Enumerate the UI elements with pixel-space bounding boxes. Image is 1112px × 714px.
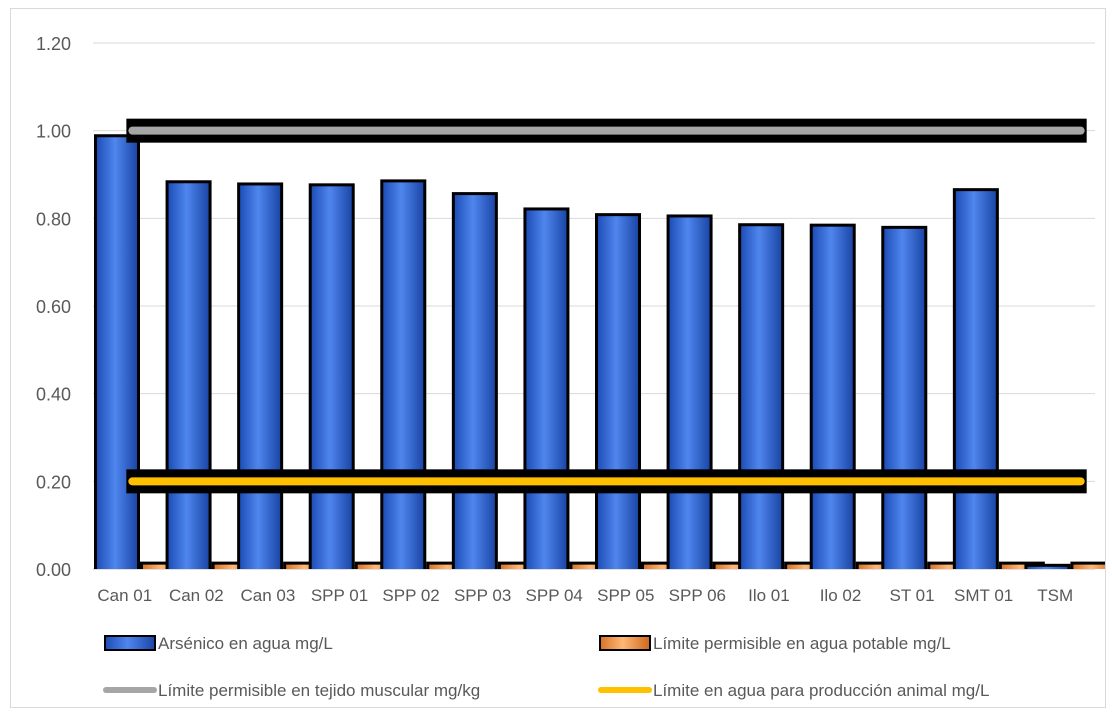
legend-label: Límite permisible en tejido muscular mg/… <box>158 681 480 700</box>
bar-outline <box>1024 563 1071 569</box>
bar-arsenico <box>383 182 424 569</box>
bar-arsenico <box>240 185 281 570</box>
bar-arsenico <box>669 217 710 569</box>
bar-arsenico <box>1027 566 1068 569</box>
bar-limite-potable <box>357 564 398 569</box>
y-tick-label: 1.20 <box>36 34 71 54</box>
x-tick-label: Can 03 <box>241 586 296 605</box>
bar-limite-potable <box>429 564 470 569</box>
bar-layer <box>94 134 1112 570</box>
x-tick-label: SPP 02 <box>382 586 439 605</box>
x-tick-label: SPP 03 <box>454 586 511 605</box>
y-tick-label: 0.60 <box>36 297 71 317</box>
bar-arsenico <box>526 210 567 569</box>
bar-limite-potable <box>1001 564 1042 569</box>
y-tick-label: 1.00 <box>36 122 71 142</box>
legend: Arsénico en agua mg/L Límite permisible e… <box>103 634 989 700</box>
x-tick-label: SPP 01 <box>311 586 368 605</box>
legend-item: Límite permisible en tejido muscular mg/… <box>103 681 480 700</box>
bar-arsenico <box>168 183 209 569</box>
bar-limite-potable <box>1073 564 1112 569</box>
x-tick-label: Can 02 <box>169 586 224 605</box>
y-tick-label: 0.40 <box>36 385 71 405</box>
x-tick-label: SPP 05 <box>597 586 654 605</box>
x-axis-ticks: Can 01 Can 02 Can 03 SPP 01 SPP 02 SPP 03 SPP … <box>97 586 1073 605</box>
line-layer <box>126 118 1087 494</box>
y-tick-label: 0.00 <box>36 560 71 580</box>
x-tick-label: ST 01 <box>890 586 935 605</box>
bar-limite-potable <box>214 564 255 569</box>
bar-limite-potable <box>930 564 971 569</box>
x-tick-label: Ilo 01 <box>748 586 790 605</box>
y-axis-ticks: 0.00 0.20 0.40 0.60 0.80 1.00 1.20 <box>36 34 71 580</box>
bar-limite-potable <box>787 564 828 569</box>
legend-swatch <box>601 637 649 649</box>
legend-label: Límite en agua para producción animal mg… <box>653 681 989 700</box>
bar-arsenico <box>884 228 925 569</box>
bar-arsenico <box>454 195 495 569</box>
legend-swatch <box>106 637 154 649</box>
bar-arsenico <box>955 191 996 569</box>
bar-limite-potable <box>286 564 327 569</box>
x-tick-label: TSM <box>1037 586 1073 605</box>
x-tick-label: SPP 06 <box>669 586 726 605</box>
chart-svg: 0.000.200.400.600.801.001.20 Can 01 Can 0… <box>36 34 1112 700</box>
bar-limite-potable <box>572 564 613 569</box>
bar-limite-potable <box>644 564 684 569</box>
bar-arsenico <box>812 226 853 569</box>
bar-arsenico <box>741 226 782 569</box>
bar-arsenico <box>97 137 137 569</box>
bar-arsenico <box>311 186 352 569</box>
legend-label: Límite permisible en agua potable mg/L <box>653 634 951 653</box>
x-tick-label: SPP 04 <box>526 586 583 605</box>
bar-limite-potable <box>143 564 183 569</box>
y-tick-label: 0.80 <box>36 209 71 229</box>
bar-limite-potable <box>858 564 899 569</box>
y-tick-label: 0.20 <box>36 472 71 492</box>
x-tick-label: Ilo 02 <box>820 586 862 605</box>
legend-item: Límite en agua para producción animal mg… <box>598 681 989 700</box>
chart-frame: 0.00 0.20 0.40 0.60 0.80 1.00 1.20 Can 01 Can 0… <box>10 8 1112 708</box>
x-tick-label: SMT 01 <box>954 586 1013 605</box>
legend-item: Límite permisible en agua potable mg/L <box>599 634 951 653</box>
bar-limite-potable <box>500 564 541 569</box>
x-tick-label: Can 01 <box>97 586 152 605</box>
legend-label: Arsénico en agua mg/L <box>158 634 333 653</box>
bar-arsenico <box>598 216 638 569</box>
bar-limite-potable <box>715 564 756 569</box>
legend-item: Arsénico en agua mg/L <box>104 634 333 653</box>
